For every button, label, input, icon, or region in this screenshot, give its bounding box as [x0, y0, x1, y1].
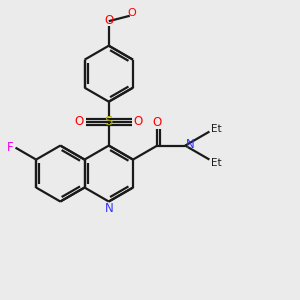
Text: S: S	[105, 115, 113, 128]
Text: N: N	[104, 202, 113, 214]
Text: O: O	[128, 8, 136, 18]
Text: O: O	[153, 116, 162, 129]
Text: N: N	[186, 138, 195, 151]
Text: Et: Et	[211, 124, 221, 134]
Text: O: O	[134, 115, 143, 128]
Text: Et: Et	[211, 158, 221, 167]
Text: O: O	[75, 115, 84, 128]
Text: O: O	[104, 14, 113, 27]
Text: F: F	[7, 141, 14, 154]
